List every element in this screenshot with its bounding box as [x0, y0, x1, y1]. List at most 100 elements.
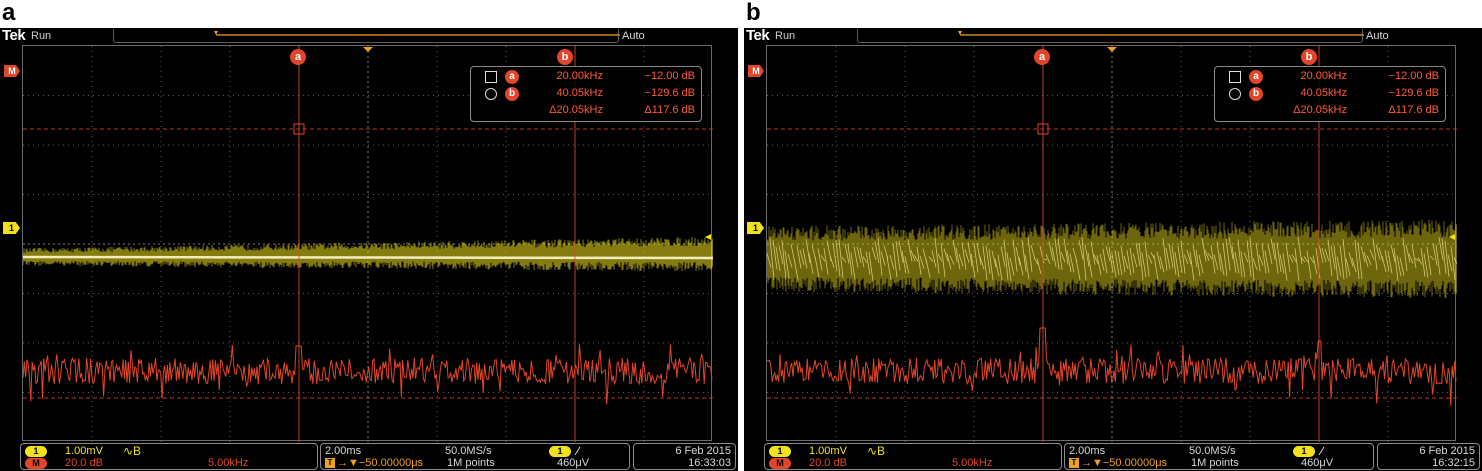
cursor-b-value: −129.6 dB — [644, 87, 695, 99]
trigger-slope-icon: ∕ — [577, 444, 580, 458]
panel-a-letter: a — [2, 0, 16, 26]
trigger-marker-icon — [1107, 47, 1117, 52]
cursor-a-square-icon — [1037, 123, 1049, 135]
cursor-readout-box: a 20.00kHz −12.00 dB b 40.05kHz −129.6 d… — [1214, 66, 1446, 122]
record-view-bar[interactable] — [113, 29, 620, 43]
run-state[interactable]: Run — [31, 30, 52, 42]
date: 6 Feb 2015 — [675, 445, 731, 457]
cursor-a-freq: 20.00kHz — [556, 70, 603, 82]
cursor-a-value: −12.00 dB — [1388, 70, 1439, 82]
cursor-a-label[interactable]: a — [1034, 49, 1050, 65]
cursor-a-badge: a — [1249, 70, 1263, 84]
math-scale: 20.0 dB — [809, 457, 847, 469]
delta-freq: Δ20.05kHz — [1293, 104, 1347, 116]
sample-rate: 50.0MS/s — [445, 445, 492, 457]
cursor-b-label[interactable]: b — [1301, 49, 1317, 65]
readout-row-a: a 20.00kHz −12.00 dB — [1215, 69, 1445, 85]
readout-row-b: b 40.05kHz −129.6 dB — [1215, 86, 1445, 102]
trigger-source-badge: 1 — [549, 446, 571, 457]
ch1-waveform — [767, 219, 1457, 299]
square-marker-icon — [485, 71, 497, 83]
ch1-scale: 1.00mV — [65, 445, 103, 457]
math-badge: M — [25, 458, 47, 469]
bandwidth-limit-icon: ∿B — [867, 444, 888, 458]
date: 6 Feb 2015 — [1419, 445, 1475, 457]
readout-row-delta: Δ20.05kHz Δ117.6 dB — [1215, 103, 1445, 119]
trigger-slope-icon: ∕ — [1321, 444, 1324, 458]
tek-logo: Tek — [2, 28, 26, 44]
math-fft-waveform — [767, 327, 1457, 406]
cursor-b-freq: 40.05kHz — [556, 87, 603, 99]
trigger-delay: →▼−50.00000μs — [1081, 457, 1168, 469]
cursor-a-freq: 20.00kHz — [1300, 70, 1347, 82]
math-span: 5.00kHz — [952, 457, 993, 469]
trigger-delay: →▼−50.00000μs — [337, 457, 424, 469]
datetime-box: 6 Feb 2015 16:33:03 — [633, 443, 736, 470]
cursor-b-badge: b — [505, 87, 519, 101]
horizontal-readout-box[interactable]: 2.00ms 50.0MS/s T →▼−50.00000μs 1M point… — [1064, 443, 1374, 470]
math-ref-marker[interactable]: M — [4, 65, 20, 77]
time: 16:32:15 — [1432, 457, 1475, 469]
ch1-scale: 1.00mV — [809, 445, 847, 457]
trigger-source-badge: 1 — [1293, 446, 1315, 457]
channel-readout-box[interactable]: 1 1.00mV ∿B M 20.0 dB 5.00kHz — [20, 443, 318, 470]
math-ref-marker[interactable]: M — [748, 65, 764, 77]
delta-value: Δ117.6 dB — [644, 104, 695, 116]
math-badge: M — [769, 458, 791, 469]
trigger-mode[interactable]: Auto — [1366, 30, 1389, 42]
scope-screen-a: Tek Run Auto M 1 a b a 20.00kHz −12.00 d… — [0, 28, 738, 471]
cursor-b-badge: b — [1249, 87, 1263, 101]
record-length: 1M points — [447, 457, 495, 469]
cursor-b-label[interactable]: b — [557, 49, 573, 65]
cursor-b-freq: 40.05kHz — [1300, 87, 1347, 99]
ch1-ref-marker[interactable]: 1 — [747, 222, 764, 234]
cursor-a-square-icon — [293, 123, 305, 135]
time: 16:33:03 — [688, 457, 731, 469]
timebase: 2.00ms — [325, 445, 362, 457]
delta-freq: Δ20.05kHz — [549, 104, 603, 116]
math-scale: 20.0 dB — [65, 457, 103, 469]
bottom-readouts: 1 1.00mV ∿B M 20.0 dB 5.00kHz 2.00ms 50.… — [0, 441, 738, 471]
ch1-badge: 1 — [769, 446, 791, 457]
math-span: 5.00kHz — [208, 457, 249, 469]
trigger-level: 460μV — [557, 457, 590, 469]
bottom-readouts: 1 1.00mV ∿B M 20.0 dB 5.00kHz 2.00ms 50.… — [744, 441, 1482, 471]
tek-logo: Tek — [746, 28, 770, 44]
cursor-a-badge: a — [505, 70, 519, 84]
panel-b-letter: b — [746, 0, 761, 26]
readout-row-a: a 20.00kHz −12.00 dB — [471, 69, 701, 85]
top-status-bar: Tek Run Auto — [744, 28, 1482, 45]
trigger-position-icon — [214, 31, 218, 35]
readout-row-delta: Δ20.05kHz Δ117.6 dB — [471, 103, 701, 119]
timebase: 2.00ms — [1069, 445, 1106, 457]
datetime-box: 6 Feb 2015 16:32:15 — [1377, 443, 1480, 470]
scope-screen-b: Tek Run Auto M 1 a b a 20.00kHz −12.00 d… — [744, 28, 1482, 471]
run-state[interactable]: Run — [775, 30, 796, 42]
trigger-mode[interactable]: Auto — [622, 30, 645, 42]
trigger-level: 460μV — [1301, 457, 1334, 469]
ch1-waveform — [23, 237, 713, 272]
cursor-b-value: −129.6 dB — [1388, 87, 1439, 99]
square-marker-icon — [1229, 71, 1241, 83]
cursor-a-label[interactable]: a — [290, 49, 306, 65]
ch1-arrow-icon — [705, 234, 711, 240]
horizontal-readout-box[interactable]: 2.00ms 50.0MS/s T →▼−50.00000μs 1M point… — [320, 443, 630, 470]
circle-marker-icon — [485, 88, 497, 100]
circle-marker-icon — [1229, 88, 1241, 100]
ch1-ref-marker[interactable]: 1 — [3, 222, 20, 234]
readout-row-b: b 40.05kHz −129.6 dB — [471, 86, 701, 102]
ch1-badge: 1 — [25, 446, 47, 457]
record-view-bar[interactable] — [857, 29, 1364, 43]
delta-value: Δ117.6 dB — [1388, 104, 1439, 116]
channel-readout-box[interactable]: 1 1.00mV ∿B M 20.0 dB 5.00kHz — [764, 443, 1062, 470]
math-fft-waveform — [23, 344, 713, 405]
trigger-t-icon: T — [1069, 458, 1079, 468]
trigger-position-icon — [958, 31, 962, 35]
trigger-marker-icon — [363, 47, 373, 52]
top-status-bar: Tek Run Auto — [0, 28, 738, 45]
cursor-readout-box: a 20.00kHz −12.00 dB b 40.05kHz −129.6 d… — [470, 66, 702, 122]
record-length: 1M points — [1191, 457, 1239, 469]
bandwidth-limit-icon: ∿B — [123, 444, 144, 458]
cursor-a-value: −12.00 dB — [644, 70, 695, 82]
ch1-arrow-icon — [1449, 234, 1455, 240]
